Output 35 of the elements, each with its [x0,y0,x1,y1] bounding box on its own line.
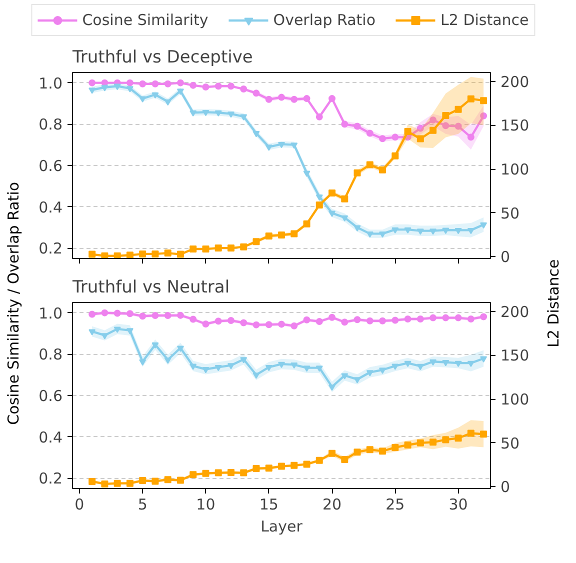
x-axis-title: Layer [260,518,304,536]
x-tick-label: 20 [322,496,342,514]
y2-tick-label: 100 [500,390,530,409]
y-tick-label: 0.6 [38,157,63,175]
chart-title: Truthful vs Deceptive [72,48,253,68]
y2-tick-label: 0 [500,478,510,496]
y-tick-label: 0.4 [38,198,63,216]
x-tick-label: 25 [386,496,405,514]
x-tick-label: 30 [448,496,468,514]
y2-tick-label: 50 [500,204,520,222]
x-tick-label: 5 [138,496,148,514]
x-tick-label: 0 [74,496,84,514]
legend-label: Cosine Similarity [82,11,208,29]
y2-axis-title: L2 Distance [544,259,562,348]
x-tick-label: 15 [259,496,278,514]
y2-tick-label: 200 [500,72,530,91]
y-tick-label: 0.4 [38,428,63,446]
x-tick-label: 10 [196,496,216,514]
y2-tick-label: 200 [500,302,530,321]
y-tick-label: 1.0 [38,304,63,322]
y2-tick-label: 0 [500,248,510,266]
legend-label: Overlap Ratio [273,11,376,29]
y-tick-label: 0.6 [38,387,63,405]
y-tick-label: 1.0 [38,74,63,92]
y-axis-title: Cosine Similarity / Overlap Ratio [4,182,22,425]
chart-title: Truthful vs Neutral [72,278,230,298]
y2-tick-label: 150 [500,346,530,365]
y-tick-label: 0.2 [38,240,63,258]
y-tick-label: 0.2 [38,470,63,488]
legend-label: L2 Distance [440,11,529,29]
y-tick-label: 0.8 [38,346,63,364]
y2-tick-label: 150 [500,116,530,135]
y-tick-label: 0.8 [38,116,63,134]
y2-tick-label: 100 [500,160,530,179]
y2-tick-label: 50 [500,434,520,452]
